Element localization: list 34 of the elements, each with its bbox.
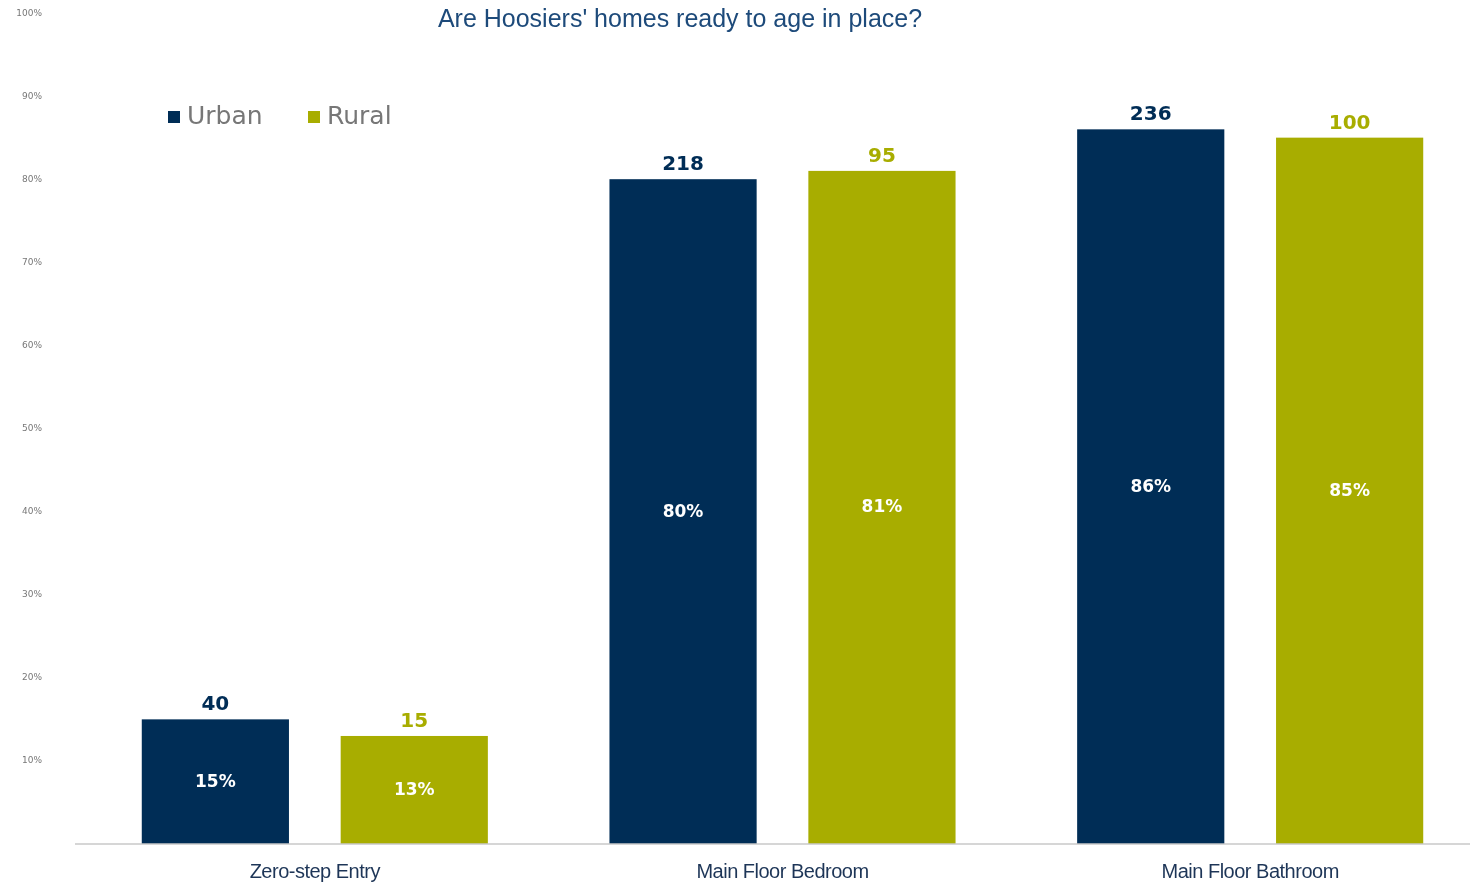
annotation: 218	[662, 151, 704, 176]
y-tick-label: 30%	[21, 589, 43, 600]
annotation: 15	[400, 707, 429, 732]
x-tick-label: Main Floor Bedroom	[696, 860, 869, 882]
bar	[141, 719, 289, 844]
bar	[1077, 129, 1225, 844]
y-tick-label: 20%	[21, 672, 43, 683]
x-tick-label: Main Floor Bathroom	[1161, 860, 1339, 882]
bar	[340, 735, 488, 844]
bar	[808, 170, 956, 844]
y-tick-label: 90%	[21, 90, 43, 101]
y-tick-label: 80%	[21, 173, 43, 184]
y-tick-label: 50%	[21, 423, 43, 433]
y-tick-label: 10%	[21, 755, 43, 766]
annotation: 100	[1328, 109, 1371, 134]
x-tick-label: Zero-step Entry	[249, 860, 381, 882]
legend-label: Rural	[327, 101, 392, 130]
data-label: 80%	[662, 500, 704, 521]
chart-title: Are Hoosiers' homes ready to age in place?	[437, 4, 923, 32]
y-tick-label: 100%	[16, 7, 43, 18]
annotation: 236	[1129, 101, 1172, 126]
data-label: 81%	[861, 496, 903, 517]
y-tick-label: 40%	[21, 506, 43, 517]
data-label: 86%	[1130, 475, 1172, 496]
annotation: 40	[201, 691, 230, 716]
y-tick-label: 70%	[21, 256, 43, 267]
legend-label: Urban	[187, 101, 263, 130]
data-label: 15%	[195, 770, 236, 791]
data-label: 13%	[393, 778, 435, 799]
bar	[1276, 137, 1424, 844]
annotation: 95	[868, 142, 896, 167]
bar	[609, 179, 757, 844]
data-label: 85%	[1329, 479, 1370, 500]
y-tick-label: 60%	[21, 339, 43, 350]
